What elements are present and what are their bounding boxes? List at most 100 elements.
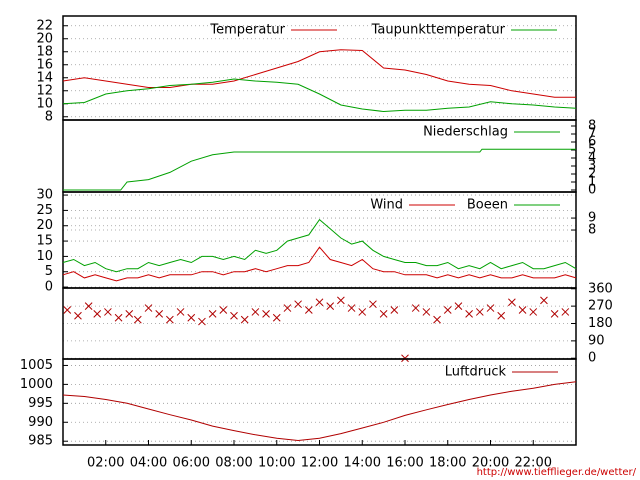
y-tick-label: 12 xyxy=(36,83,53,98)
y2-tick-label: 8 xyxy=(588,119,596,134)
scatter-point xyxy=(443,306,452,314)
scatter-point xyxy=(125,309,134,318)
scatter-point xyxy=(550,309,559,318)
y-tick-label: 8 xyxy=(45,109,53,124)
y-tick-label: 14 xyxy=(36,70,53,85)
x-tick-label: 16:00 xyxy=(386,456,423,471)
scatter-point xyxy=(379,309,388,318)
scatter-point xyxy=(465,309,473,318)
series-line xyxy=(62,218,577,273)
scatter-point xyxy=(486,304,495,312)
legend-label: Niederschlag xyxy=(423,125,508,140)
scatter-point xyxy=(347,304,356,312)
x-tick-label: 10:00 xyxy=(258,456,295,471)
scatter-point xyxy=(272,313,281,322)
scatter-point xyxy=(219,306,228,314)
series-line xyxy=(62,246,577,282)
scatter-point xyxy=(422,308,431,316)
scatter-point xyxy=(251,308,260,316)
series-line xyxy=(63,148,576,191)
y-tick-label: 20 xyxy=(36,31,53,46)
x-tick-label: 02:00 xyxy=(87,456,124,471)
scatter-point xyxy=(144,304,153,312)
scatter-point xyxy=(114,313,123,322)
x-tick-label: 08:00 xyxy=(215,456,252,471)
y-tick-label: 18 xyxy=(36,44,53,59)
x-tick-label: 18:00 xyxy=(429,456,466,471)
x-tick-label: 14:00 xyxy=(344,456,381,471)
scatter-point xyxy=(475,308,484,316)
y-tick-label: 16 xyxy=(36,57,53,72)
legend-label: Luftdruck xyxy=(445,365,507,380)
x-tick-label: 12:00 xyxy=(301,456,338,471)
y-tick-label: 20 xyxy=(36,218,53,233)
scatter-point xyxy=(561,308,570,316)
scatter-point xyxy=(155,309,164,318)
y2-tick-label: 5 xyxy=(588,143,596,158)
y2-tick-label: 8 xyxy=(588,223,596,238)
y2-tick-label: 0 xyxy=(588,183,596,198)
scatter-point xyxy=(497,311,506,320)
scatter-point xyxy=(326,302,335,310)
y-tick-label: 5 xyxy=(45,264,53,279)
scatter-point xyxy=(518,306,527,314)
x-tick-label: 04:00 xyxy=(130,456,167,471)
legend-label: Boeen xyxy=(467,198,508,213)
y-tick-label: 985 xyxy=(28,434,53,449)
y-tick-label: 10 xyxy=(36,96,53,111)
y2-tick-label: 1 xyxy=(588,175,596,190)
y2-tick-label: 4 xyxy=(588,151,596,166)
x-tick-label: 06:00 xyxy=(173,456,210,471)
y2-tick-label: 9 xyxy=(588,211,596,226)
y2-tick-label: 180 xyxy=(588,316,613,331)
scatter-point xyxy=(390,306,399,314)
y-tick-label: 990 xyxy=(28,415,53,430)
scatter-point xyxy=(198,317,206,326)
y-tick-label: 10 xyxy=(36,249,53,264)
scatter-point xyxy=(411,304,420,312)
y-tick-label: 1000 xyxy=(20,377,53,392)
scatter-point xyxy=(262,309,270,318)
legend-label: Temperatur xyxy=(209,23,285,38)
y-tick-label: 995 xyxy=(28,396,53,411)
y2-tick-label: 7 xyxy=(588,127,596,142)
scatter-point xyxy=(508,298,516,307)
series-line xyxy=(62,78,577,113)
scatter-point xyxy=(315,298,324,307)
scatter-point xyxy=(63,306,72,314)
scatter-point xyxy=(104,308,112,316)
y2-tick-label: 2 xyxy=(588,167,596,182)
y2-tick-label: 6 xyxy=(588,135,596,150)
y2-tick-label: 360 xyxy=(588,281,613,296)
scatter-point xyxy=(369,300,377,309)
source-url: http://www.tiefflieger.de/wetter/ xyxy=(477,467,637,478)
legend-label: Taupunkttemperatur xyxy=(371,23,506,38)
y-tick-label: 25 xyxy=(36,203,53,218)
scatter-point xyxy=(540,296,548,305)
series-line xyxy=(62,49,576,98)
scatter-point xyxy=(176,308,185,316)
scatter-point xyxy=(283,304,292,312)
scatter-point xyxy=(401,354,409,363)
series-line xyxy=(62,381,577,442)
y2-tick-label: 90 xyxy=(588,333,605,348)
y-tick-label: 22 xyxy=(36,18,53,33)
y2-tick-label: 0 xyxy=(588,351,596,366)
y-tick-label: 0 xyxy=(45,280,53,295)
x-tick-label: 20:00 xyxy=(472,456,509,471)
scatter-point xyxy=(133,315,142,324)
scatter-point xyxy=(358,308,367,316)
scatter-point xyxy=(84,302,93,310)
scatter-point xyxy=(93,309,102,318)
scatter-point xyxy=(240,315,249,324)
scatter-point xyxy=(166,315,174,324)
scatter-point xyxy=(74,311,82,320)
scatter-point xyxy=(294,300,302,309)
y-tick-label: 15 xyxy=(36,234,53,249)
y2-tick-label: 3 xyxy=(588,159,596,174)
scatter-point xyxy=(337,296,345,305)
scatter-point xyxy=(230,311,238,320)
